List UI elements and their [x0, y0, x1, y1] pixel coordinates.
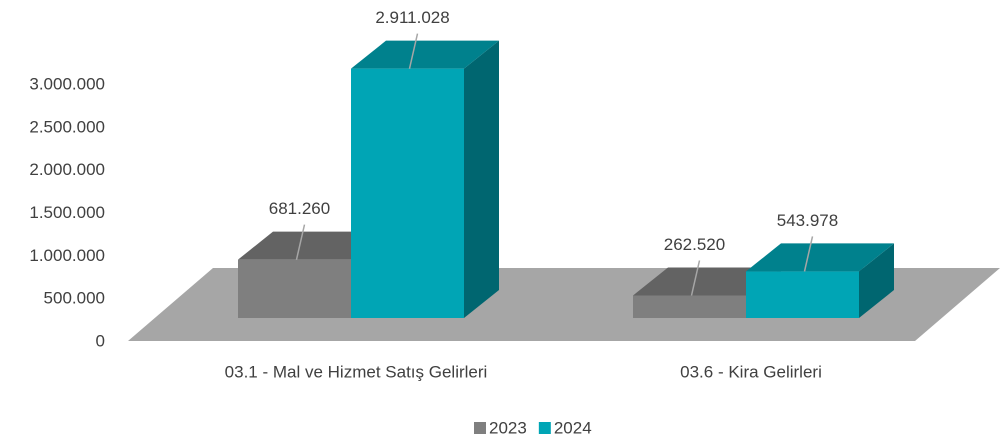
- data-label: 543.978: [777, 211, 838, 230]
- leader-line: [690, 260, 701, 296]
- bar: [351, 40, 499, 318]
- leader-line: [295, 224, 306, 260]
- bar: [746, 243, 894, 318]
- legend-label: 2023: [489, 418, 527, 437]
- bar-top: [238, 231, 386, 260]
- bar-front: [351, 68, 464, 318]
- y-tick-label: 1.500.000: [29, 203, 105, 222]
- bar-side: [859, 243, 894, 318]
- y-tick-label: 1.000.000: [29, 246, 105, 265]
- data-label: 681.260: [269, 199, 330, 218]
- y-tick-label: 2.000.000: [29, 160, 105, 179]
- bar-front: [746, 271, 859, 318]
- x-tick-label: 03.6 - Kira Gelirleri: [680, 362, 822, 381]
- data-label: 2.911.028: [375, 8, 449, 27]
- bar-top: [746, 243, 894, 272]
- bar-front: [633, 295, 746, 318]
- bar-front: [238, 259, 351, 318]
- leader-line: [408, 33, 419, 69]
- y-tick-label: 500.000: [44, 289, 105, 308]
- bar-side: [464, 40, 499, 318]
- legend-label: 2024: [554, 418, 592, 437]
- legend-swatch: [538, 422, 551, 434]
- bar-top: [351, 40, 499, 69]
- x-tick-label: 03.1 - Mal ve Hizmet Satış Gelirleri: [225, 362, 488, 381]
- leader-line: [803, 236, 814, 272]
- y-tick-label: 2.500.000: [29, 117, 105, 136]
- y-tick-label: 0: [96, 331, 105, 350]
- y-tick-label: 3.000.000: [29, 74, 105, 93]
- bar-top: [633, 267, 781, 296]
- legend-swatch: [474, 422, 486, 434]
- data-label: 262.520: [664, 235, 725, 254]
